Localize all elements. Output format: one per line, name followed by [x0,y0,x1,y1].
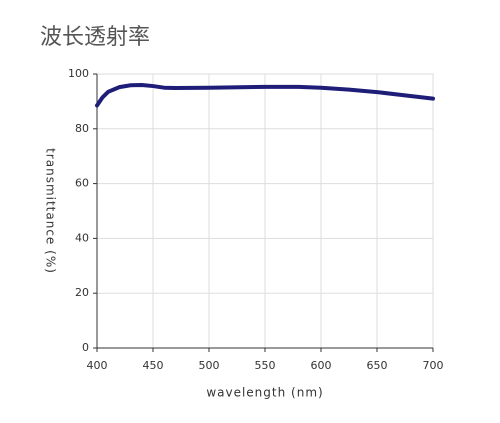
y-tick-label: 0 [82,341,89,354]
x-tick-label: 600 [311,359,332,372]
x-axis-label: wavelength (nm) [206,386,323,400]
y-tick-label: 40 [75,231,89,244]
y-tick-label: 80 [75,122,89,135]
y-tick-label: 60 [75,177,89,190]
x-tick-label: 650 [367,359,388,372]
chart-title: 波长透射率 [40,25,150,50]
x-tick-label: 500 [199,359,220,372]
x-tick-label: 400 [87,359,108,372]
x-tick-label: 550 [255,359,276,372]
data-line [95,82,435,108]
y-tick-label: 100 [68,67,89,80]
x-tick-label: 450 [143,359,164,372]
y-axis-label: transmittance (%) [44,148,58,274]
x-tick-label: 700 [423,359,444,372]
y-tick-label: 20 [75,286,89,299]
